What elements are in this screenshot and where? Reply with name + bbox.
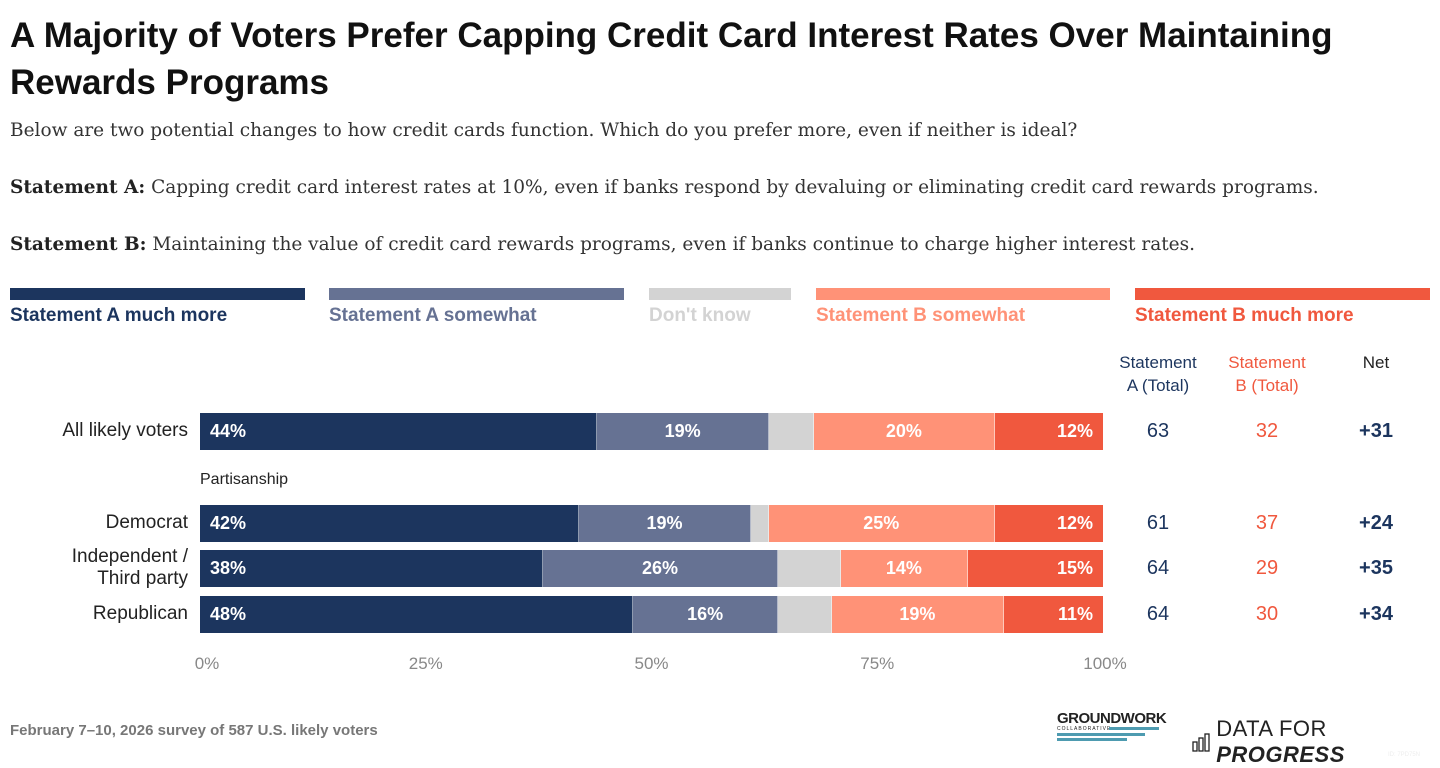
bar-segment: 16%: [633, 596, 778, 633]
bar-segment: 12%: [994, 413, 1103, 450]
bar-segment: 12%: [994, 505, 1103, 542]
x-tick-label: 25%: [408, 654, 443, 673]
row-label-line: Democrat: [105, 512, 188, 533]
x-tick-label: 0%: [194, 654, 220, 673]
net-value: +24: [1359, 512, 1393, 534]
stacked-bar: 38% 26% 14% 15%: [200, 550, 1103, 587]
row-label: Independent / Third party: [72, 546, 188, 590]
bar-segment: [777, 596, 833, 633]
legend-label: Statement B somewhat: [816, 305, 1026, 326]
x-tick-label: 50%: [634, 654, 669, 673]
groundwork-logo: GROUNDWORK COLLABORATIVE: [1057, 711, 1167, 741]
statement-b-label: Statement B:: [10, 234, 147, 255]
row-label-line: All likely voters: [62, 420, 188, 441]
bar-segment: [750, 505, 769, 542]
statement-a-label: Statement A:: [10, 177, 146, 198]
row-label-line: Third party: [97, 568, 188, 589]
legend-label: Statement A much more: [10, 305, 228, 326]
bar-segment: 19%: [579, 505, 751, 542]
legend-swatch: [1135, 288, 1430, 300]
footer-source: February 7–10, 2026 survey of 587 U.S. l…: [10, 722, 378, 739]
bar-segment: 19%: [832, 596, 1004, 633]
column-header-line: B (Total): [1235, 376, 1299, 395]
bar-segment: 15%: [967, 550, 1103, 587]
section-label: Partisanship: [200, 471, 289, 488]
legend-swatch: [816, 288, 1110, 300]
row-label-line: Republican: [92, 603, 188, 624]
column-header-line: Statement: [1228, 353, 1306, 372]
legend-label: Don't know: [649, 305, 751, 326]
net-value: +31: [1359, 420, 1393, 442]
row-label-line: Independent /: [71, 546, 188, 567]
legend-swatch: [649, 288, 791, 300]
bar-segment: 20%: [814, 413, 995, 450]
row-label: All likely voters: [62, 420, 188, 442]
column-header-line: A (Total): [1126, 376, 1190, 395]
row-label: Republican: [93, 603, 188, 625]
bar-segment: 14%: [841, 550, 968, 587]
net-value: +34: [1359, 603, 1393, 625]
column-header: Net: [1321, 351, 1431, 374]
a-total-value: 64: [1146, 603, 1170, 625]
column-header: Statement B (Total): [1212, 351, 1322, 397]
b-total-value: 30: [1255, 603, 1279, 625]
bar-segment: 11%: [1003, 596, 1103, 633]
bar-segment: 44%: [200, 413, 598, 450]
image-id: ID: 7PD75N: [1388, 752, 1421, 758]
bar-segment: 38%: [200, 550, 544, 587]
legend-label: Statement A somewhat: [329, 305, 537, 326]
x-tick-label: 75%: [860, 654, 895, 673]
net-value: +35: [1359, 557, 1393, 579]
bar-segment: 26%: [543, 550, 778, 587]
x-tick-label: 100%: [1083, 654, 1127, 673]
statement-a-text: Capping credit card interest rates at 10…: [145, 177, 1319, 198]
a-total-value: 64: [1146, 557, 1170, 579]
bar-segment: [768, 413, 815, 450]
bar-segment: 25%: [768, 505, 995, 542]
bar-segment: 42%: [200, 505, 580, 542]
legend-swatch: [329, 288, 624, 300]
b-total-value: 32: [1255, 420, 1279, 442]
bar-segment: 48%: [200, 596, 634, 633]
data-for-progress-logo: DATA FOR PROGRESS: [1192, 716, 1440, 768]
bar-segment: [777, 550, 842, 587]
column-header-line: Net: [1362, 353, 1390, 372]
statement-b: Statement B: Maintaining the value of cr…: [10, 234, 1195, 255]
statement-a: Statement A: Capping credit card interes…: [10, 177, 1319, 198]
a-total-value: 61: [1146, 512, 1170, 534]
statement-b-text: Maintaining the value of credit card rew…: [146, 234, 1195, 255]
column-header: Statement A (Total): [1103, 351, 1213, 397]
question: Below are two potential changes to how c…: [10, 120, 1078, 141]
chart-title: A Majority of Voters Prefer Capping Cred…: [10, 16, 1333, 102]
stacked-bar: 44% 19% 20% 12%: [200, 413, 1103, 450]
column-header-line: Statement: [1119, 353, 1197, 372]
row-label: Democrat: [106, 512, 188, 534]
b-total-value: 37: [1255, 512, 1279, 534]
stacked-bar: 42% 19% 25% 12%: [200, 505, 1103, 542]
bar-segment: 19%: [597, 413, 769, 450]
legend-swatch: [10, 288, 305, 300]
bar-chart-icon: [1192, 733, 1210, 752]
a-total-value: 63: [1146, 420, 1170, 442]
b-total-value: 29: [1255, 557, 1279, 579]
stacked-bar: 48% 16% 19% 11%: [200, 596, 1103, 633]
legend-label: Statement B much more: [1135, 305, 1354, 326]
